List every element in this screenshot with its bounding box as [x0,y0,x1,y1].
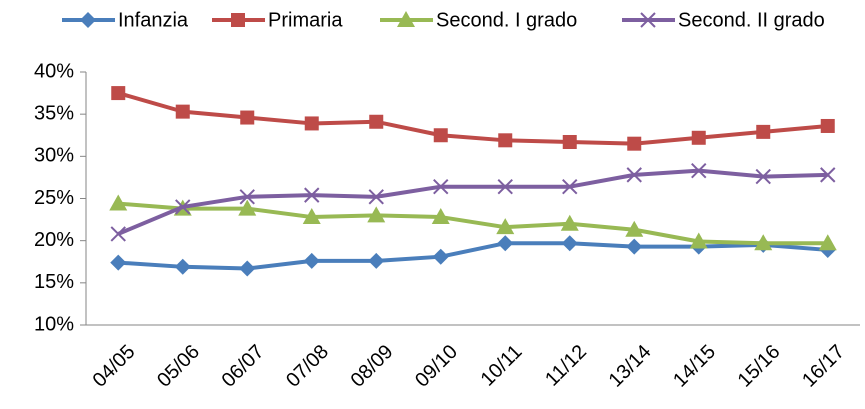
x-tick-label: 05/06 [153,341,204,392]
marker [627,136,642,151]
marker [367,206,386,223]
series-line [117,91,828,146]
marker [625,220,644,237]
y-tick-label: 10% [34,313,74,335]
x-tick-label: 06/07 [218,341,269,392]
marker [755,168,771,185]
x-tick-label: 16/17 [798,341,849,392]
marker [691,130,706,145]
legend-label: Second. II grado [678,9,825,31]
legend-marker [397,11,415,27]
marker [174,258,191,275]
series-line [117,168,828,236]
marker [111,86,126,101]
marker [109,194,128,211]
marker [433,178,449,195]
x-tick-label: 08/09 [347,341,398,392]
marker [110,254,127,271]
marker [240,110,255,125]
marker [239,260,256,277]
marker [818,234,837,251]
x-tick-label: 04/05 [89,341,140,392]
marker [368,189,384,205]
marker [497,178,513,195]
marker [754,234,773,251]
x-tick-label: 11/12 [541,341,591,391]
marker [498,133,513,148]
y-tick-label: 15% [34,271,74,293]
marker [691,162,707,179]
marker [562,178,578,195]
marker [368,252,385,269]
legend-marker [640,12,656,28]
legend-item: Infanzia [62,9,189,31]
marker [110,226,126,242]
marker [497,235,514,252]
marker [304,116,319,131]
marker [302,208,321,225]
legend-item: Second. I grado [380,9,577,31]
marker [433,128,448,143]
marker [756,124,771,139]
legend-marker [80,12,96,28]
marker [560,214,579,231]
x-tick-label: 13/14 [605,341,656,392]
marker [626,167,642,183]
marker [432,248,449,265]
legend-marker [231,13,245,27]
marker [303,252,320,269]
marker [496,218,515,235]
y-tick-label: 40% [34,60,74,82]
marker [239,189,255,205]
marker [304,187,320,203]
marker [175,199,191,215]
marker [689,232,708,249]
marker [562,134,577,149]
y-tick-label: 35% [34,102,74,124]
marker [626,238,643,255]
x-tick-label: 07/08 [282,341,333,392]
marker [820,167,836,183]
legend-item: Primaria [212,9,343,31]
series-line [118,241,828,271]
y-tick-label: 30% [34,145,74,167]
y-tick-label: 20% [34,229,74,251]
marker [175,104,190,119]
legend-label: Infanzia [118,9,189,31]
x-tick-label: 15/16 [734,341,785,392]
marker [238,199,257,216]
series-line [118,201,828,246]
x-tick-label: 09/10 [411,341,462,392]
marker [369,114,384,129]
legend-item: Second. II grado [622,9,825,31]
marker [561,235,578,252]
legend-label: Primaria [268,9,343,31]
marker [820,118,835,133]
legend-label: Second. I grado [436,9,577,31]
x-tick-label: 10/11 [477,341,527,391]
marker [431,208,450,225]
x-tick-label: 14/15 [669,341,720,392]
y-tick-label: 25% [34,187,74,209]
